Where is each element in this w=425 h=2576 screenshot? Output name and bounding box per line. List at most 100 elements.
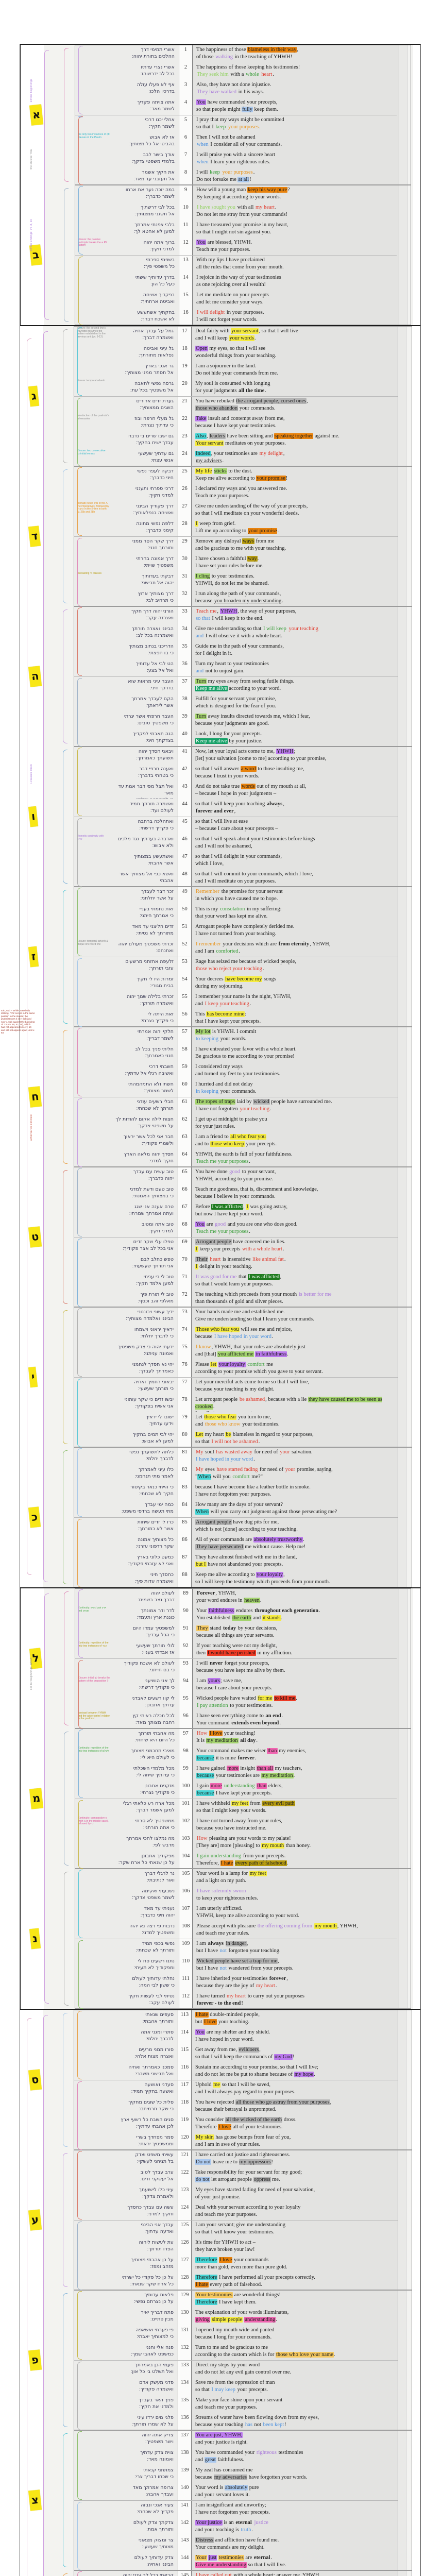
annotation-lane-a <box>399 1869 407 1886</box>
hebrew-line-a: כרו לי זדים שיחות <box>137 1519 174 1525</box>
english-line-b: They seek him with a whole heart. <box>197 71 274 77</box>
hebrew-text: זכרתי משפטיך מעולם יהוה ואתנחם׃ <box>111 939 178 957</box>
right-margin-cell <box>412 1395 421 1412</box>
hebrew-line-a: אודך בישר לבב <box>143 152 175 158</box>
verse-number: 69 <box>178 1237 192 1255</box>
hebrew-line-a: עשה עם עבדך כחסדך <box>127 2205 174 2210</box>
hebrew-line-b: כוננת ארץ ותעמד׃ <box>137 1615 175 1620</box>
right-margin-cell <box>413 1816 422 1834</box>
letter-lane-cell <box>44 150 75 167</box>
letter-lane-cell <box>44 1799 75 1816</box>
english-line-b: I have not forgotten your precepts. <box>195 2509 270 2515</box>
annotation-lane-a <box>398 1552 406 1570</box>
hebrew-line-b: לדברך יחלתי׃ <box>145 2036 174 2042</box>
note-cell <box>75 1781 112 1799</box>
verse-row: כמעט כלוני בארץ ואני לא עזבתי פקודיך׃ 87 Th… <box>20 1552 421 1570</box>
note-cell <box>74 817 111 834</box>
tree-margin-cell <box>20 711 43 729</box>
annotation-lane-a <box>398 869 406 887</box>
verse-number: 115 <box>178 2045 192 2062</box>
letter-lane-cell <box>43 904 74 922</box>
annotation-lane-a <box>398 1360 406 1377</box>
hebrew-line-a: לדר ודר אמונתך <box>141 1608 175 1614</box>
english-line-a: My lot is YHWH. I commit <box>195 1029 257 1035</box>
hebrew-text: יבשו זדים כי שקר עותוני אני אשיח בפקודיך׃ <box>111 1395 178 1412</box>
tree-margin-cell <box>21 167 44 185</box>
note-cell <box>74 519 111 536</box>
hebrew-text: צמתתני קנאתי כי שכחו דבריך צרי׃ <box>111 2465 178 2483</box>
hebrew-text: דבקתי בעדותיך יהוה אל תבישני׃ <box>111 571 178 589</box>
note-cell <box>74 1027 111 1044</box>
hebrew-text: הט לבי אל עדותיך ואל אל בצע׃ <box>111 659 178 676</box>
note-cell <box>74 1552 111 1570</box>
annotation-lane-a <box>398 571 406 589</box>
acrostic-letter-badge: ט <box>28 1226 42 1248</box>
verse-row: על כן כל פקודי כל ישרתי כל ארח שקר שנאתי׃… <box>20 2273 421 2290</box>
verse-number: 96 <box>179 1711 193 1728</box>
note-cell: contrasting כי clauses <box>74 571 111 589</box>
verse-number: 78 <box>178 1395 192 1412</box>
highlight-bt: and <box>196 668 204 674</box>
annotation-lane-b <box>406 1430 412 1447</box>
english-line-a: Direct my steps by your word <box>195 2362 260 2368</box>
highlight-rt: Teach me <box>196 608 217 614</box>
annotation-lane-b <box>407 1991 413 2009</box>
stanza-ע: עשיתי משפט וצדק בל תניחני לעשקי׃ 121 I have… <box>20 2150 421 2290</box>
english-line-a: I opened my mouth wide and panted <box>195 2327 275 2333</box>
hebrew-text: זמרות היו לי חקיך בבית מגורי׃ <box>111 974 178 992</box>
letter-lane-cell <box>43 1342 74 1360</box>
letter-lane-cell <box>43 2080 74 2097</box>
hebrew-text: צעיר אנכי ונבזה פקדיך לא שכחתי׃ <box>111 2500 178 2518</box>
tree-margin-cell <box>21 1816 44 1834</box>
highlight-bd: from eternity <box>278 941 310 947</box>
hebrew-text: נדבות פי רצה נא יהוה ומשפטיך למדני׃ <box>112 1921 179 1939</box>
right-margin-cell <box>413 1799 422 1816</box>
english-line-a: I have called out with a whole heart; an… <box>195 2572 396 2576</box>
hebrew-line-b: אז אבדתי בעניי׃ <box>142 1650 175 1655</box>
tree-margin-cell <box>20 2238 43 2255</box>
english-line-a: I have chosen a faithful way. <box>195 556 259 562</box>
letter-lane-cell <box>43 2238 74 2255</box>
note-cell <box>74 2045 111 2062</box>
hebrew-text: צר ומצוק מצאוני מצותיך שעשעי׃ <box>111 2535 178 2553</box>
verse-number: 111 <box>179 1974 193 1991</box>
english-line-b: which I love, <box>195 860 224 867</box>
annotation-lane-b <box>407 1974 413 1991</box>
english-text: Give me understanding of the way of your… <box>192 501 398 519</box>
highlight-y: my mouth <box>261 1842 285 1849</box>
hebrew-text: גרסה נפשי לתאבה אל משפטיך בכל עת׃ <box>111 379 178 396</box>
english-line-a: Let those who fear you turn to me, <box>195 1414 271 1420</box>
letter-lane-cell <box>43 2343 74 2360</box>
english-line-b: so I will keep the testimony which proce… <box>195 1579 330 1585</box>
verse-row: דבקה לעפר נפשי חיני כדברך׃ 25 My life stick… <box>20 466 421 484</box>
highlight-o: keep his way pure <box>247 187 287 193</box>
right-margin-cell <box>412 1027 421 1044</box>
verse-number: 13 <box>179 255 193 273</box>
hebrew-text: עשה עם עבדך כחסדך וחקיך למדני׃ <box>111 2202 178 2220</box>
highlight-o: speaking together <box>274 433 314 439</box>
english-line-b: in keeping your commands. <box>196 1088 257 1094</box>
english-text: Deal with your servant according to your… <box>192 2202 398 2220</box>
section: closure: the second line's wayyiqtol res… <box>20 326 421 1587</box>
highlight-bd: always <box>208 1941 224 1946</box>
tree-margin-cell <box>20 484 43 501</box>
english-text: My eyes have started fading for need of … <box>192 2185 398 2202</box>
acrostic-letter-badge: מ <box>29 1788 44 1809</box>
annotation-lane-b <box>407 1799 413 1816</box>
english-line-a: Your faithfulness endures throughout eac… <box>196 1608 320 1614</box>
tree-margin-cell <box>21 273 44 290</box>
analysis-note: contrast between YHWH and the adversarie… <box>78 1711 110 1721</box>
english-text: because I have become like a leather bot… <box>192 1482 398 1500</box>
highlight-dkg: I was afflicted <box>211 1204 244 1210</box>
verse-number: 53 <box>178 957 192 974</box>
letter-lane-cell <box>43 887 74 904</box>
english-line-a: Uphold me so that I will be saved, <box>195 2082 271 2088</box>
highlight-gr: Their <box>195 1257 208 1262</box>
letter-lane-cell <box>43 1237 74 1255</box>
verse-row: דלפה נפשי מתוגה קימני כדברך׃ 28 I weep from… <box>20 519 421 536</box>
analysis-note: Closure: two consecutive גם-initial vers… <box>77 449 106 455</box>
hebrew-text: אשרי נצרי עדתיו בכל לב ידרשוהו׃ <box>112 62 179 80</box>
right-margin-cell <box>412 2378 421 2395</box>
hebrew-line-a: על כן אהבתי מצותיך <box>131 2257 174 2263</box>
right-margin-cell <box>412 764 421 782</box>
